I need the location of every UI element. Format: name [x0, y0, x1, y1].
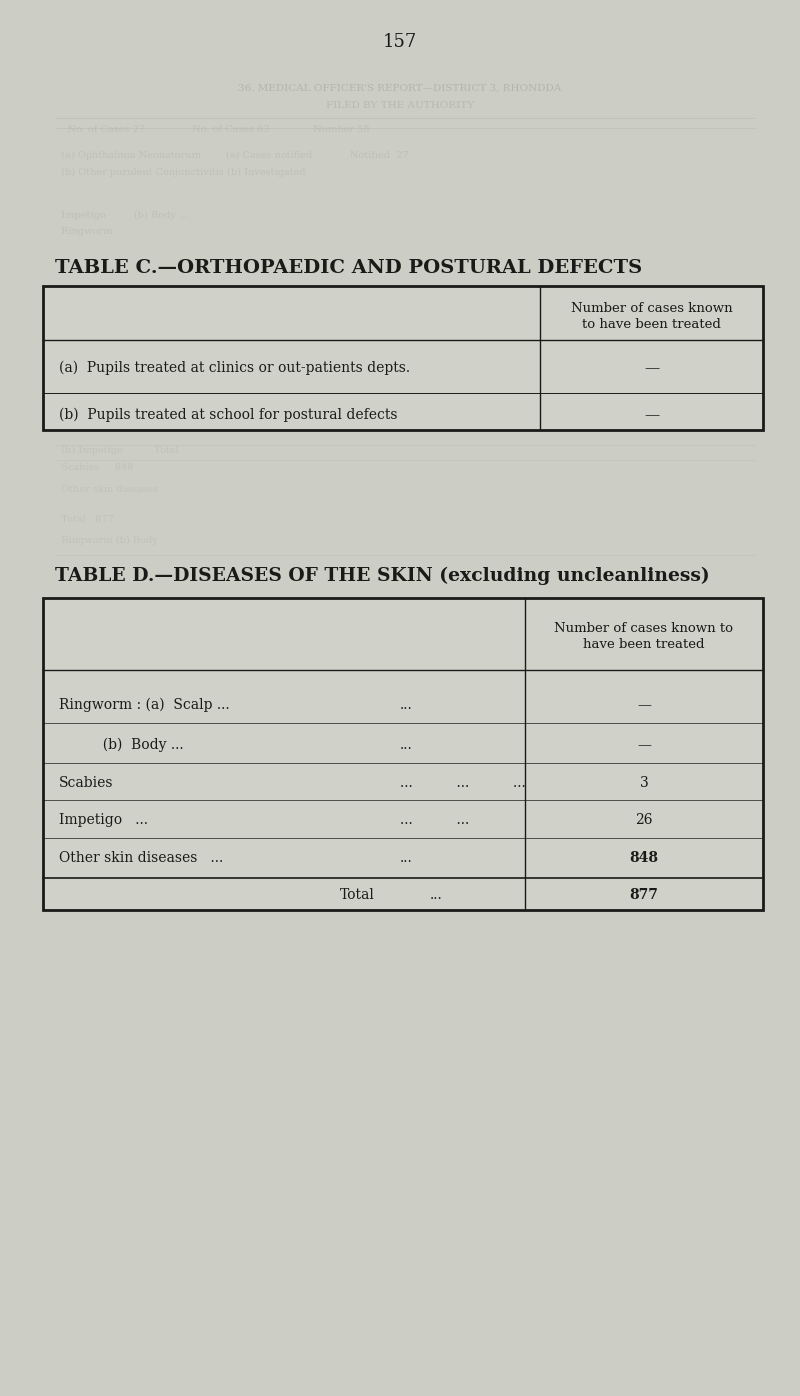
- Bar: [43, 597, 763, 910]
- Text: FILED BY THE AUTHORITY: FILED BY THE AUTHORITY: [326, 101, 474, 109]
- Text: Impetigo         (b) Body ...: Impetigo (b) Body ...: [55, 211, 188, 219]
- Text: Other skin diseases: Other skin diseases: [55, 486, 158, 494]
- Text: —: —: [644, 408, 659, 422]
- Text: —: —: [637, 738, 651, 752]
- Text: to have been treated: to have been treated: [582, 318, 721, 331]
- Text: Number of cases known: Number of cases known: [570, 303, 732, 315]
- Text: (b)  Body ...: (b) Body ...: [59, 738, 184, 752]
- Text: TABLE D.—DISEASES OF THE SKIN (excluding uncleanliness): TABLE D.—DISEASES OF THE SKIN (excluding…: [55, 567, 710, 585]
- Text: —: —: [644, 362, 659, 376]
- Text: Ringworm (b) Body: Ringworm (b) Body: [55, 536, 158, 544]
- Text: No. of Cases 27               No. of Cases 63              Number 58: No. of Cases 27 No. of Cases 63 Number 5…: [55, 126, 370, 134]
- Text: 157: 157: [383, 34, 417, 52]
- Text: Impetigo   ...: Impetigo ...: [59, 812, 148, 826]
- Text: ...: ...: [430, 888, 442, 902]
- Text: TABLE C.—ORTHOPAEDIC AND POSTURAL DEFECTS: TABLE C.—ORTHOPAEDIC AND POSTURAL DEFECT…: [55, 260, 642, 276]
- Text: —: —: [637, 698, 651, 712]
- Text: 877: 877: [630, 888, 658, 902]
- Text: 3: 3: [640, 776, 648, 790]
- Text: ...: ...: [400, 698, 413, 712]
- Text: (a) Ophthalmia Neonatorum        (a) Cases notified            Notified  27: (a) Ophthalmia Neonatorum (a) Cases noti…: [55, 151, 409, 159]
- Text: Total   877: Total 877: [55, 515, 114, 525]
- Text: (a)  Pupils treated at clinics or out-patients depts.: (a) Pupils treated at clinics or out-pat…: [59, 360, 410, 376]
- Text: ...          ...: ... ...: [400, 812, 470, 826]
- Text: Number of cases known to: Number of cases known to: [554, 621, 734, 635]
- Text: Other skin diseases   ...: Other skin diseases ...: [59, 852, 223, 866]
- Text: 26: 26: [635, 812, 653, 826]
- Text: ...          ...          ...: ... ... ...: [400, 776, 526, 790]
- Text: (b) Other purulent Conjunctivitis (b) Investigated: (b) Other purulent Conjunctivitis (b) In…: [55, 168, 306, 176]
- Text: (b)  Pupils treated at school for postural defects: (b) Pupils treated at school for postura…: [59, 408, 398, 422]
- Text: have been treated: have been treated: [583, 638, 705, 651]
- Text: Ringworm: Ringworm: [55, 228, 113, 236]
- Text: Scabies: Scabies: [59, 776, 114, 790]
- Text: ...: ...: [400, 738, 413, 752]
- Text: ...: ...: [400, 852, 413, 866]
- Text: 848: 848: [630, 852, 658, 866]
- Text: Ringworm : (a)  Scalp ...: Ringworm : (a) Scalp ...: [59, 698, 230, 712]
- Text: Scabies     848: Scabies 848: [55, 463, 134, 472]
- Text: 36. MEDICAL OFFICER'S REPORT—DISTRICT 3, RHONDDA: 36. MEDICAL OFFICER'S REPORT—DISTRICT 3,…: [238, 84, 562, 92]
- Text: (b) Impetigo          Total: (b) Impetigo Total: [55, 445, 178, 455]
- Bar: [43, 286, 763, 430]
- Text: Total: Total: [340, 888, 375, 902]
